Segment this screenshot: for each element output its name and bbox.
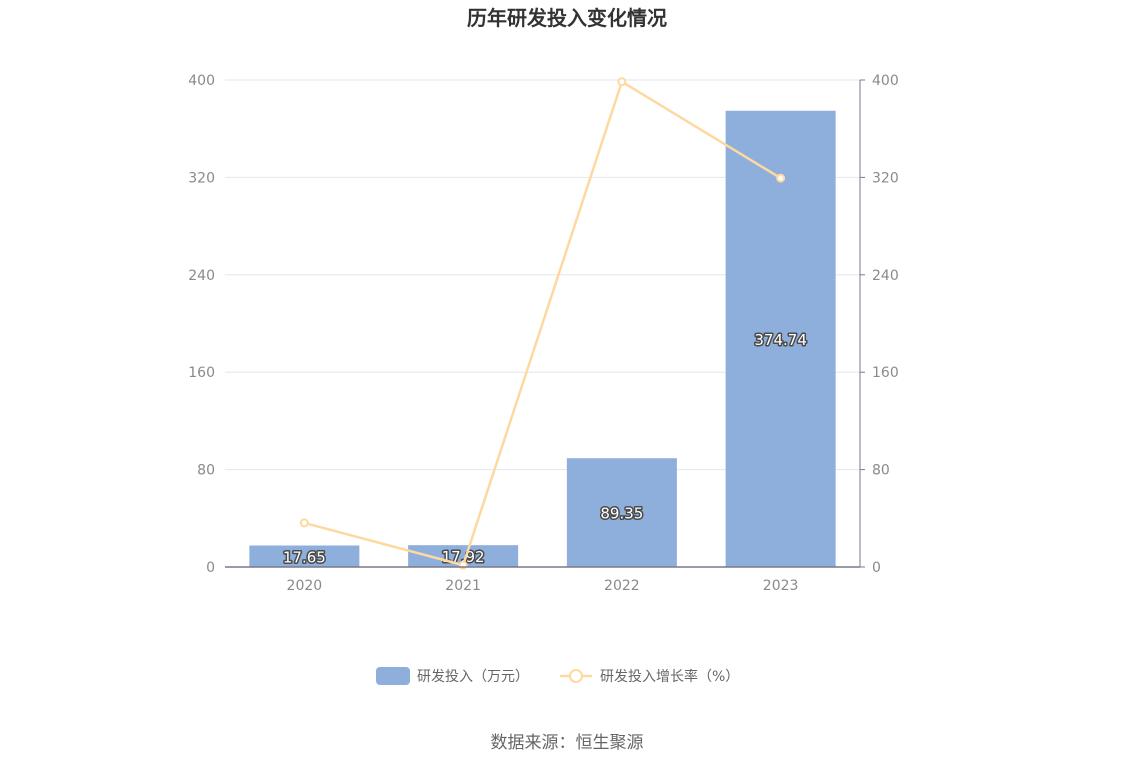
bar-data-label: 89.35 <box>600 505 643 523</box>
growth-rate-line <box>304 80 782 567</box>
y-left-tick-label: 240 <box>188 268 215 284</box>
bar-data-label: 374.74 <box>754 331 807 349</box>
y-right-tick-label: 400 <box>872 73 899 89</box>
y-left-tick-label: 0 <box>206 560 215 576</box>
x-tick-label: 2023 <box>763 578 799 594</box>
legend-label-bar: 研发投入（万元） <box>417 669 529 685</box>
y-left-tick-label: 320 <box>188 170 215 186</box>
source-note: 数据来源：恒生聚源 <box>491 733 644 753</box>
y-right-tick-label: 240 <box>872 268 899 284</box>
y-left-tick-label: 400 <box>188 73 215 89</box>
y-right-tick-label: 160 <box>872 365 899 381</box>
line-point <box>299 518 309 528</box>
line-point <box>776 173 786 183</box>
axes: 0 80 160 240 320 400 0 80 160 240 320 400 2020 2021 20… <box>188 73 898 594</box>
bar <box>249 545 360 567</box>
y-left-tick-label: 160 <box>188 365 215 381</box>
legend[interactable]: 研发投入（万元） 研发投入增长率（%） <box>376 667 739 685</box>
y-right-tick-label: 0 <box>872 560 881 576</box>
x-tick-label: 2022 <box>604 578 640 594</box>
y-left-tick-label: 80 <box>197 463 215 479</box>
x-tick-label: 2020 <box>287 578 323 594</box>
chart-title: 历年研发投入变化情况 <box>467 6 667 30</box>
legend-label-line: 研发投入增长率（%） <box>600 668 739 685</box>
line-series <box>299 77 786 570</box>
x-tick-label: 2021 <box>445 578 481 594</box>
y-right-tick-label: 80 <box>872 463 890 479</box>
bar <box>408 545 519 567</box>
line-point <box>617 77 627 87</box>
bar <box>566 458 677 567</box>
legend-bar-swatch <box>376 667 410 685</box>
legend-line-marker <box>569 669 583 683</box>
y-right-tick-label: 320 <box>872 170 899 186</box>
bar-data-label: 17.65 <box>283 548 326 566</box>
bar <box>725 110 836 567</box>
bar-series <box>249 110 836 567</box>
